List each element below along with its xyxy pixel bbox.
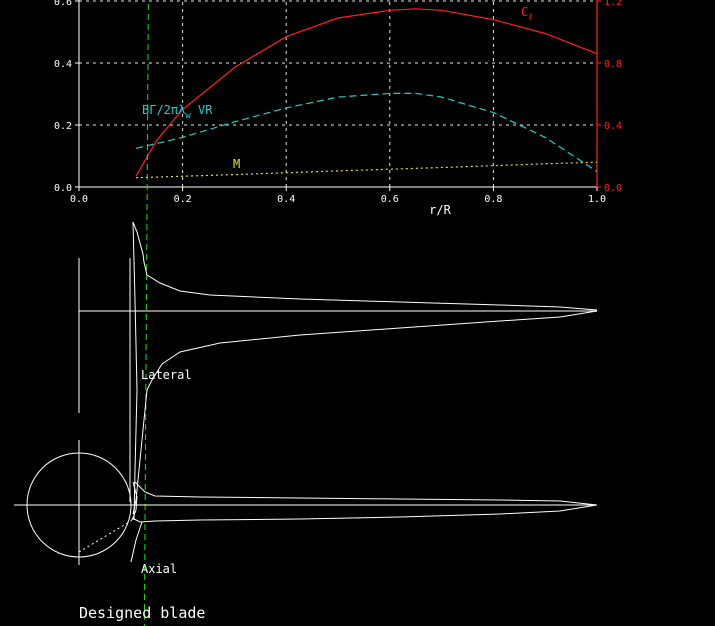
x-tick-label: 0.6: [381, 194, 399, 205]
lateral-blade-upper-edge: [146, 274, 598, 311]
axial-root-curve: [130, 481, 138, 522]
series-line-0: [135, 8, 598, 177]
y-tick-label-right: 0.4: [604, 121, 622, 132]
tick-labels: 0.0 0.2 0.4 0.6 0.8 1.00.00.20.40.60.00.40.81…: [54, 0, 622, 205]
lateral-blade-lower-edge: [146, 310, 598, 391]
x-tick-label: 0.2: [174, 194, 192, 205]
x-tick-label: 0.0: [70, 194, 88, 205]
x-tick-label: 0.4: [277, 194, 295, 205]
x-tick-label: 1.0: [588, 194, 606, 205]
axial-shank: [130, 521, 143, 563]
y-tick-label-right: 0.8: [604, 59, 622, 70]
y-tick-label-right: 1.2: [604, 0, 622, 8]
x-axis-label: r/R: [429, 203, 451, 217]
y-tick-label-left: 0.0: [54, 183, 72, 194]
axial-pitch-line: [78, 520, 132, 553]
radial-distribution-plot: 0.0 0.2 0.4 0.6 0.8 1.00.00.20.40.60.00.40.81…: [54, 0, 622, 217]
grid: [79, 0, 597, 187]
axial-view: [14, 440, 598, 565]
series-line-2: [135, 161, 598, 179]
lateral-view-label: Lateral: [141, 368, 192, 382]
axial-blade-lower-edge: [131, 504, 598, 523]
axial-view-label: Axial: [141, 562, 177, 576]
series-layer: [135, 8, 598, 179]
x-tick-label: 0.8: [484, 194, 502, 205]
blade-caption: Designed blade: [79, 604, 205, 622]
lateral-shaft-outline: [132, 221, 148, 276]
mach-series-label: M: [233, 157, 240, 171]
y-tick-label-left: 0.2: [54, 121, 72, 132]
hub-radius-marker: [143, 3, 149, 626]
axes: [78, 0, 598, 188]
y-tick-label-left: 0.4: [54, 59, 72, 70]
lateral-root-connection: [132, 221, 138, 521]
series-line-1: [135, 92, 598, 173]
circulation-series-label: BΓ/2πλw VR: [142, 103, 213, 121]
y-tick-label-left: 0.6: [54, 0, 72, 8]
lateral-view: [78, 221, 598, 521]
y-tick-label-right: 0.0: [604, 183, 622, 194]
axial-blade-upper-edge: [134, 481, 598, 506]
cl-series-label: Cℓ: [521, 5, 533, 23]
